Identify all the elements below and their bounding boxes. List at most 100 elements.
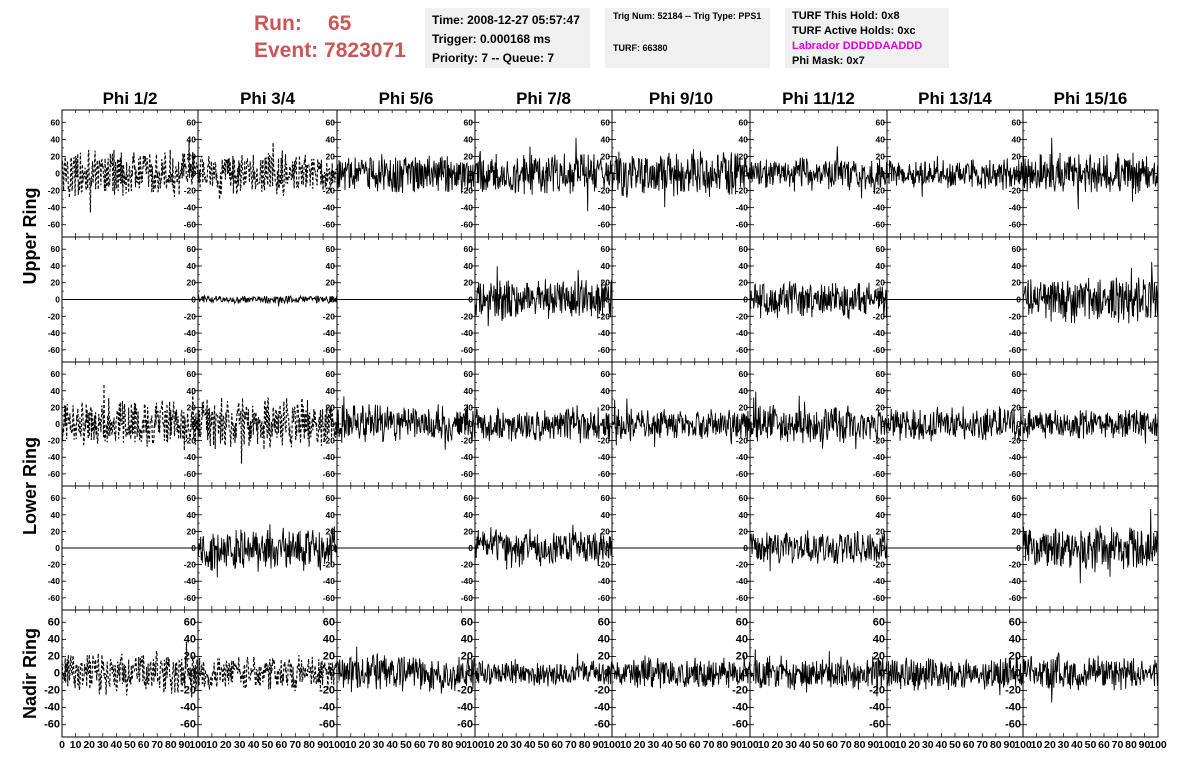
x-tick-label: 40 [386, 739, 398, 751]
panel-band2-phi1: -60 -40 -20 0 20 40 60 [48, 236, 199, 363]
x-tick-label: 90 [455, 739, 467, 751]
waveform-trace [1022, 508, 1159, 584]
y-tick-label: -20 [598, 436, 611, 446]
y-tick-label: -40 [180, 702, 196, 714]
y-tick-label: 60 [464, 493, 474, 503]
y-tick-label: -20 [1009, 311, 1022, 321]
trigger-text: Trigger: 0.000168 ms [432, 32, 551, 46]
y-tick-label: 40 [736, 633, 748, 645]
x-tick-label: 0 [59, 739, 65, 751]
y-tick-label: 60 [1009, 616, 1021, 628]
y-tick-label: 0 [1016, 419, 1021, 429]
y-tick-label: -40 [1009, 203, 1022, 213]
x-tick-label: 40 [1071, 739, 1083, 751]
y-tick-label: 0 [743, 295, 748, 305]
y-tick-label: -40 [873, 576, 886, 586]
y-tick-label: 0 [604, 668, 610, 680]
x-tick-label: 10 [758, 739, 770, 751]
panel-band4-phi6: -60 -40 -20 0 20 40 60 [736, 485, 888, 611]
phi-mask-text: Phi Mask: 0x7 [792, 55, 865, 67]
y-tick-label: 0 [605, 419, 610, 429]
panel-band2-phi7: -60 -40 -20 0 20 40 60 [873, 236, 1024, 363]
turf-active-holds-text: TURF Active Holds: 0xc [792, 25, 916, 37]
y-tick-label: 0 [330, 295, 335, 305]
x-tick-label: 70 [428, 739, 440, 751]
y-tick-label: -60 [48, 345, 61, 355]
y-tick-label: 60 [326, 244, 336, 254]
y-tick-label: 20 [461, 650, 473, 662]
x-tick-label: 20 [772, 739, 784, 751]
x-tick-label: 70 [976, 739, 988, 751]
y-tick-label: 40 [326, 510, 336, 520]
panel-band2-phi6: -60 -40 -20 0 20 40 60 [736, 236, 888, 363]
y-tick-label: 40 [464, 261, 474, 271]
y-tick-label: 0 [743, 419, 748, 429]
y-tick-label: -20 [184, 560, 197, 570]
x-tick-label: 10 [206, 739, 218, 751]
y-tick-label: 0 [605, 543, 610, 553]
x-tick-label: 80 [1125, 739, 1137, 751]
waveform-trace [1022, 652, 1159, 703]
waveform-trace [749, 530, 888, 572]
event-value: 7823071 [324, 39, 406, 62]
y-tick-label: 40 [464, 386, 474, 396]
y-tick-label: 60 [1012, 117, 1022, 127]
y-tick-label: -60 [594, 719, 610, 731]
y-tick-label: -20 [1009, 560, 1022, 570]
y-tick-label: -40 [184, 452, 197, 462]
y-tick-label: -20 [457, 685, 473, 697]
y-tick-label: 20 [1012, 526, 1022, 536]
panel-band2-phi8: -60 -40 -20 0 20 40 60 [1009, 236, 1159, 363]
y-tick-label: -40 [873, 203, 886, 213]
waveform-trace [61, 139, 199, 213]
y-tick-label: -20 [461, 186, 474, 196]
y-tick-label: -40 [323, 452, 336, 462]
row-title-lower-ring: Lower Ring [20, 437, 40, 535]
y-tick-label: 40 [873, 633, 885, 645]
column-title-8: Phi 15/16 [1054, 89, 1128, 108]
x-tick-label: 70 [703, 739, 715, 751]
y-tick-label: 40 [464, 134, 474, 144]
y-tick-label: 40 [187, 510, 197, 520]
x-tick-label: 80 [717, 739, 729, 751]
y-tick-label: -40 [461, 203, 474, 213]
x-tick-label: 30 [1058, 739, 1070, 751]
y-tick-label: 0 [742, 668, 748, 680]
x-tick-label: 30 [648, 739, 660, 751]
y-tick-label: 20 [1009, 650, 1021, 662]
x-tick-label: 20 [634, 739, 646, 751]
y-tick-label: -60 [48, 220, 61, 230]
x-tick-label: 70 [565, 739, 577, 751]
y-tick-label: -60 [1009, 469, 1022, 479]
panel-band4-phi2: -60 -40 -20 0 20 40 60 [184, 485, 338, 611]
y-tick-label: 0 [191, 543, 196, 553]
x-tick-label: 90 [1139, 739, 1151, 751]
x-tick-label: 30 [234, 739, 246, 751]
y-tick-label: 60 [601, 493, 611, 503]
panel-frame [886, 109, 1024, 238]
y-tick-label: -60 [873, 469, 886, 479]
y-tick-label: 60 [51, 117, 61, 127]
panel-band3-phi4: -60 -40 -20 0 20 40 60 [461, 361, 613, 487]
y-tick-label: -60 [598, 593, 611, 603]
y-tick-label: -40 [873, 328, 886, 338]
x-tick-label: 10 [483, 739, 495, 751]
x-tick-label: 50 [675, 739, 687, 751]
y-tick-label: -60 [598, 345, 611, 355]
y-tick-label: 0 [880, 169, 885, 179]
y-tick-label: 20 [184, 650, 196, 662]
y-tick-label: -40 [736, 576, 749, 586]
x-tick-label: 100 [1149, 739, 1167, 751]
y-tick-label: 60 [876, 117, 886, 127]
x-tick-label: 60 [826, 739, 838, 751]
y-tick-label: 40 [464, 510, 474, 520]
y-tick-label: 60 [326, 493, 336, 503]
y-tick-label: 20 [736, 650, 748, 662]
x-tick-label: 100 [603, 739, 621, 751]
y-tick-label: 20 [876, 278, 886, 288]
y-tick-label: -20 [1009, 186, 1022, 196]
x-tick-label: 90 [1004, 739, 1016, 751]
y-tick-label: 40 [876, 134, 886, 144]
x-tick-label: 40 [524, 739, 536, 751]
waveform-trace [474, 137, 613, 212]
